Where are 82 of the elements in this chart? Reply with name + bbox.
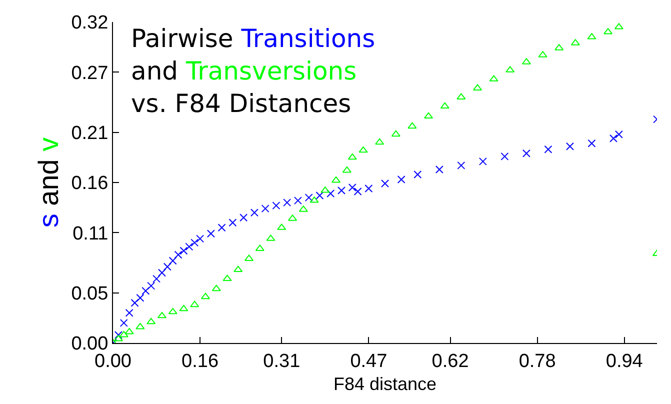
- y-tick-label: 0.32: [71, 12, 108, 34]
- point: [522, 149, 530, 158]
- point: [364, 184, 373, 193]
- y-axis-title: s and v: [32, 137, 64, 228]
- y-tick-label: 0.16: [71, 173, 108, 194]
- point: [114, 330, 122, 339]
- point: [190, 238, 199, 247]
- y-tick-label: 0.11: [72, 223, 108, 244]
- point: [136, 294, 144, 302]
- point: [212, 284, 221, 292]
- chart-title: Pairwise Transitions and Transversions vs. F84 Distances: [131, 24, 376, 118]
- point: [196, 234, 204, 243]
- point: [342, 166, 352, 173]
- point: [157, 312, 166, 318]
- point: [180, 246, 188, 255]
- point: [218, 224, 226, 232]
- point: [358, 146, 368, 153]
- x-tick-label: 0.47: [350, 350, 388, 372]
- point: [544, 145, 552, 154]
- point: [168, 308, 178, 314]
- y-tick-label: 0.05: [71, 283, 108, 304]
- point: [440, 102, 450, 109]
- x-tick-label: 0.31: [263, 350, 300, 372]
- point: [381, 180, 389, 188]
- x-axis-title: F84 distance: [333, 374, 437, 394]
- x-tick-label: 0.94: [606, 350, 644, 372]
- point: [566, 142, 574, 150]
- point: [228, 218, 237, 227]
- point: [240, 214, 248, 222]
- point: [125, 308, 134, 317]
- x-tick-label: 0.16: [182, 350, 219, 372]
- point: [158, 268, 166, 277]
- point: [174, 250, 182, 259]
- point: [294, 196, 302, 205]
- point: [168, 256, 177, 265]
- x-tick-label: 0.78: [518, 350, 556, 372]
- x-tick-label: 0.62: [432, 350, 469, 372]
- point: [190, 300, 200, 308]
- point: [588, 139, 596, 148]
- y-tick-label: 0.21: [71, 122, 108, 144]
- point: [130, 298, 139, 307]
- point: [304, 194, 313, 202]
- point: [375, 138, 384, 145]
- point: [146, 318, 156, 324]
- point: [136, 322, 145, 330]
- point: [114, 334, 123, 342]
- point: [435, 165, 444, 174]
- point: [222, 274, 232, 282]
- point: [326, 190, 335, 198]
- point: [147, 282, 156, 290]
- point: [397, 175, 406, 184]
- point: [348, 153, 357, 160]
- point: [206, 230, 215, 238]
- y-tick-label: 0.27: [71, 62, 108, 84]
- point: [272, 202, 280, 210]
- point: [424, 112, 434, 119]
- point: [261, 204, 270, 213]
- point: [185, 242, 194, 251]
- point: [142, 286, 150, 295]
- point: [414, 170, 422, 178]
- point: [124, 328, 134, 334]
- point: [354, 188, 362, 196]
- point: [316, 192, 324, 200]
- point: [337, 186, 346, 195]
- point: [152, 274, 161, 283]
- point: [179, 304, 188, 312]
- point: [163, 262, 172, 271]
- point: [457, 161, 466, 170]
- point: [408, 122, 417, 129]
- point: [250, 208, 258, 217]
- point: [391, 130, 400, 137]
- point: [332, 176, 341, 183]
- point: [283, 198, 292, 207]
- point: [614, 130, 623, 138]
- point: [120, 318, 128, 327]
- point: [200, 292, 210, 300]
- point: [234, 266, 243, 272]
- point: [500, 152, 509, 160]
- point: [119, 330, 128, 338]
- point: [609, 134, 618, 142]
- point: [478, 157, 487, 166]
- point: [348, 184, 356, 192]
